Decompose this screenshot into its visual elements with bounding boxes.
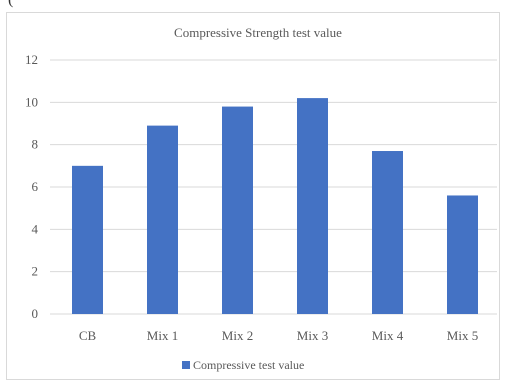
x-axis-ticks: CB Mix 1 Mix 2 Mix 3 Mix 4 Mix 5 (79, 328, 478, 343)
bar-mix-4 (372, 151, 403, 314)
y-tick-label: 10 (25, 94, 38, 109)
y-axis-ticks: 0 2 4 6 8 10 12 (25, 52, 39, 321)
x-tick-label: Mix 5 (447, 328, 478, 343)
y-tick-label: 4 (32, 221, 39, 236)
y-tick-label: 0 (32, 306, 39, 321)
legend-label: Compressive test value (193, 358, 304, 372)
legend-swatch (182, 361, 190, 369)
x-tick-label: Mix 3 (297, 328, 328, 343)
bar-mix-3 (297, 98, 328, 314)
bar-mix-2 (222, 107, 253, 314)
x-tick-label: CB (79, 328, 97, 343)
x-tick-label: Mix 1 (147, 328, 178, 343)
bar-mix-1 (147, 126, 178, 314)
x-tick-label: Mix 2 (222, 328, 253, 343)
y-tick-label: 2 (32, 264, 39, 279)
y-tick-label: 12 (25, 52, 38, 67)
y-tick-label: 6 (32, 179, 39, 194)
x-tick-label: Mix 4 (372, 328, 404, 343)
bar-mix-5 (447, 195, 478, 314)
y-tick-label: 8 (32, 137, 39, 152)
bar-cb (72, 166, 103, 314)
chart-title: Compressive Strength test value (174, 25, 342, 40)
legend: Compressive test value (182, 358, 304, 372)
bars (72, 98, 478, 314)
gridlines (50, 60, 497, 314)
